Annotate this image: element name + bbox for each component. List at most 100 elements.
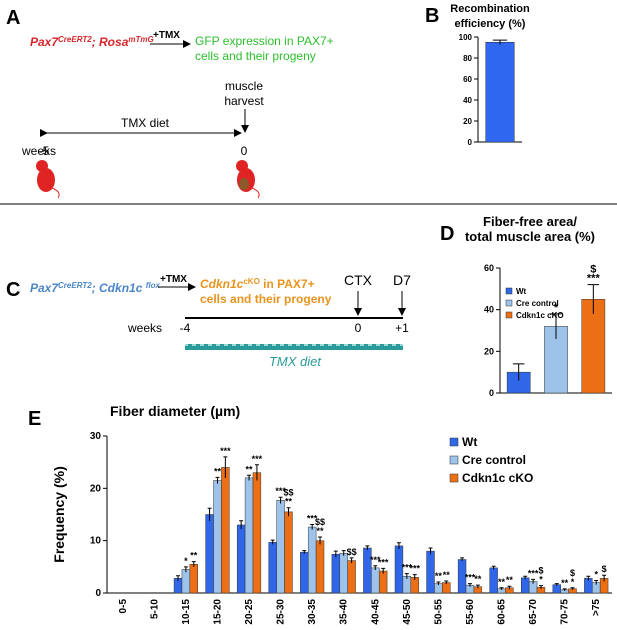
- mouse-icon: [236, 160, 260, 199]
- error-bar: [318, 536, 323, 545]
- x-tick-label: 60-65: [497, 599, 508, 625]
- bar: [307, 526, 317, 594]
- error-bar: [491, 565, 496, 570]
- legend-swatch: [449, 437, 459, 447]
- panel-letter: A: [6, 7, 20, 29]
- bar: [521, 577, 530, 594]
- error-bar: [475, 584, 480, 589]
- significance: **: [190, 551, 198, 561]
- significance: **: [214, 466, 222, 476]
- error-bar: [507, 585, 512, 590]
- y-tick-label: 0: [95, 588, 101, 599]
- genotype: Pax7CreERT2; RosamTmG: [30, 35, 154, 50]
- bar: [221, 467, 230, 594]
- day: D7: [393, 272, 411, 288]
- allele: CreERT2: [58, 35, 92, 44]
- y-tick-label: 10: [90, 536, 102, 547]
- weeks-label: weeks: [127, 321, 162, 335]
- error-bar: [404, 573, 409, 579]
- bar: [371, 567, 380, 594]
- significance: $: [538, 566, 543, 576]
- injury: CTX: [344, 272, 373, 288]
- outcome: GFP expression in PAX7+: [195, 34, 334, 48]
- legend-label: Cdkn1c cKO: [462, 471, 533, 485]
- x-tick-label: 50-55: [433, 599, 444, 625]
- y-tick-label: 20: [484, 346, 494, 356]
- significance: $$: [315, 517, 325, 527]
- error-bar: [467, 583, 472, 587]
- significance: $: [602, 564, 607, 574]
- significance: *: [184, 556, 188, 566]
- error-bar: [373, 565, 378, 570]
- bar: [236, 524, 246, 594]
- error-bar: [270, 539, 275, 545]
- allele: CreERT2: [58, 281, 92, 290]
- x-tick-label: 70-75: [560, 599, 571, 625]
- error-bar: [183, 566, 188, 573]
- diet: TMX diet: [121, 116, 170, 130]
- bar: [339, 552, 348, 594]
- week: +1: [395, 321, 409, 335]
- error-bar: [570, 587, 575, 590]
- panel-letter: D: [440, 223, 454, 245]
- y-tick-label: 0: [468, 138, 473, 147]
- legend-label: Cre control: [516, 299, 559, 308]
- error-bar: [428, 547, 433, 555]
- error-bar: [550, 313, 562, 339]
- error-bar: [239, 520, 244, 530]
- significance: *: [571, 577, 575, 587]
- bar: [252, 472, 262, 594]
- error-bar: [594, 579, 599, 585]
- x-tick-label: 25-30: [276, 599, 287, 625]
- x-tick-label: >75: [591, 599, 602, 616]
- bar: [331, 554, 341, 594]
- harvest: muscle: [225, 79, 263, 93]
- legend-label: Cdkn1c cKO: [516, 311, 564, 320]
- significance: **: [246, 464, 254, 474]
- significance: ***: [378, 557, 389, 567]
- significance: ***: [409, 564, 420, 574]
- significance: ***: [402, 563, 413, 573]
- bar: [244, 477, 254, 594]
- x-tick-label: 10-15: [181, 599, 192, 625]
- x-tick-label: 40-45: [370, 599, 381, 625]
- x-tick-label: 15-20: [212, 599, 223, 625]
- error-bar: [215, 476, 220, 484]
- error-bar: [247, 474, 252, 481]
- error-bar: [523, 575, 528, 580]
- outcome-text: in PAX7+: [260, 277, 315, 291]
- significance: **: [435, 571, 443, 581]
- bar: [276, 500, 285, 594]
- week: -5: [39, 144, 50, 158]
- weeks-label: weeks: [21, 144, 56, 158]
- significance: ***: [275, 486, 286, 496]
- y-tick-label: 100: [459, 33, 473, 42]
- y-tick-label: 60: [463, 75, 472, 84]
- x-tick-label: 45-50: [402, 599, 413, 625]
- significance: **: [285, 497, 293, 507]
- week: -4: [180, 321, 191, 335]
- bar: [378, 570, 388, 594]
- allele: cKO: [243, 277, 259, 286]
- error-bar: [587, 284, 600, 314]
- panel-letter: E: [28, 408, 41, 430]
- diet: TMX diet: [269, 354, 322, 369]
- chart-title: Fiber-free area/: [483, 214, 577, 229]
- treatment: +TMX: [153, 30, 180, 41]
- y-tick-label: 0: [489, 388, 494, 398]
- significance: *: [554, 302, 559, 314]
- y-tick-label: 40: [463, 96, 472, 105]
- y-tick-label: 80: [463, 54, 472, 63]
- bar: [315, 540, 325, 594]
- error-bar: [223, 456, 228, 478]
- chart-title: Fiber diameter (µm): [110, 403, 240, 419]
- bar: [268, 541, 277, 594]
- bar: [426, 550, 435, 594]
- error-bar: [586, 575, 591, 581]
- error-bar: [278, 496, 283, 504]
- legend-swatch: [505, 311, 513, 319]
- bar: [284, 511, 293, 594]
- legend-label: Wt: [516, 287, 527, 296]
- error-bar: [436, 581, 441, 586]
